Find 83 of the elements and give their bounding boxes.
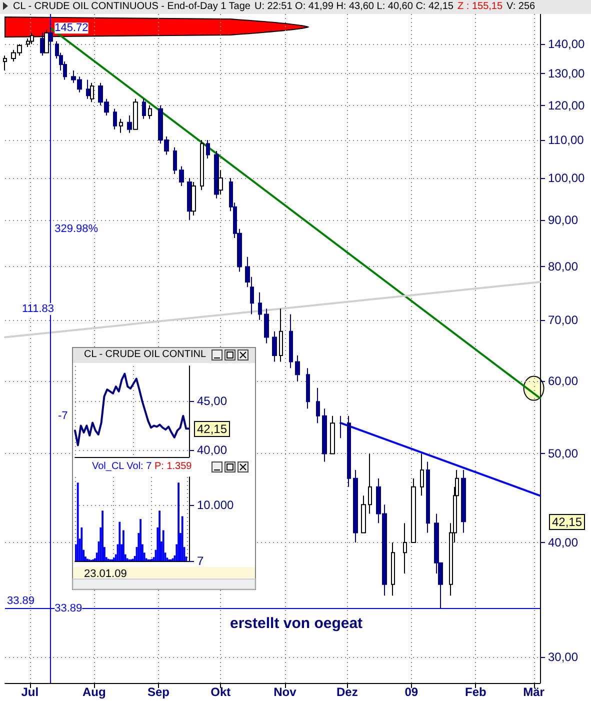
- candlestick: [289, 314, 293, 369]
- candlestick: [403, 522, 407, 574]
- candlestick: [306, 368, 310, 410]
- y-tick-label: 45,00: [197, 394, 228, 408]
- candlestick: [179, 166, 184, 186]
- x-tick-label: Nov: [274, 685, 297, 699]
- annotation: 23.01.09: [84, 568, 127, 580]
- candlestick: [264, 308, 269, 344]
- y-tick-label: 100,00: [548, 170, 586, 185]
- annotation: 145.72: [54, 22, 88, 34]
- candlestick: [316, 387, 320, 424]
- annotation: 33.89: [54, 602, 82, 614]
- x-tick-label: Dez: [336, 685, 358, 699]
- candlestick: [361, 495, 366, 534]
- candlestick: [330, 415, 335, 454]
- candlestick: [90, 82, 94, 103]
- candlestick: [44, 30, 49, 54]
- y-tick-label: 7: [197, 554, 204, 568]
- y-tick-label: 60,00: [548, 374, 578, 388]
- candlestick: [295, 355, 300, 382]
- candlestick: [353, 469, 358, 544]
- candlestick: [339, 415, 343, 439]
- candlestick: [191, 181, 196, 216]
- chart-title: CL - CRUDE OIL CONTINUOUS - End-of-Day 1 Tage: [13, 1, 250, 12]
- candlestick: [218, 170, 223, 195]
- text: Z : 155,15: [458, 1, 503, 12]
- y-tick-label: 110,00: [548, 133, 584, 148]
- chart-subtitle: U: 22:51 O: 41,99 H: 43,60 L: 40,60 C: 42,15: [254, 1, 454, 12]
- annotation: P: 1.359: [154, 461, 192, 472]
- candlestick: [48, 28, 53, 45]
- y-tick-label: 120,00: [548, 98, 586, 112]
- chart-title: CL - CRUDE OIL CONTINL: [84, 348, 206, 362]
- x-tick-label: Feb: [465, 685, 486, 699]
- candlestick: [142, 98, 146, 120]
- annotation: 111.83: [22, 303, 54, 315]
- candlestick: [272, 330, 277, 362]
- line-series: [74, 372, 190, 446]
- candlestick: [113, 108, 117, 130]
- candlestick: [214, 150, 219, 199]
- x-tick-label: Aug: [82, 685, 106, 699]
- text: V: 256: [506, 1, 536, 12]
- annotation: 42,15: [194, 420, 230, 437]
- x-tick-label: Okt: [210, 685, 231, 699]
- candlestick: [420, 453, 424, 496]
- candlestick: [127, 114, 132, 134]
- x-tick-label: Sep: [147, 685, 170, 699]
- annotation: -7: [58, 410, 68, 422]
- candlestick: [347, 415, 351, 488]
- candlestick: [30, 32, 34, 45]
- candlestick: [258, 292, 262, 320]
- candlestick: [200, 140, 204, 191]
- candlestick: [148, 104, 152, 120]
- y-tick-label: 130,00: [548, 66, 586, 81]
- x-tick-label: Jul: [21, 685, 39, 699]
- candlestick: [173, 146, 177, 174]
- y-tick-label: 50,00: [548, 446, 578, 461]
- y-tick-label: 90,00: [548, 212, 578, 227]
- candlestick: [119, 118, 123, 134]
- x-tick-label: Mär: [523, 685, 545, 699]
- candlestick: [368, 453, 372, 514]
- candlestick: [426, 461, 430, 534]
- candlestick: [461, 469, 466, 534]
- ref-line-label: 33.89: [7, 594, 35, 607]
- y-tick-label: 30,00: [548, 650, 578, 664]
- text: 42,15: [549, 514, 586, 530]
- y-tick-label: 70,00: [548, 312, 578, 327]
- candlestick: [279, 308, 283, 362]
- y-tick-label: 40,00: [197, 443, 228, 458]
- chart-title: Vol_CL Vol: 7: [92, 461, 152, 472]
- y-tick-label: 40,00: [548, 536, 578, 550]
- candlestick: [133, 98, 138, 130]
- annotation: erstellt von oegeat: [230, 615, 363, 632]
- candlestick: [322, 408, 327, 462]
- annotation: 329.98%: [54, 222, 98, 235]
- x-tick-label: 09: [404, 685, 418, 699]
- candlestick: [206, 140, 210, 160]
- candlestick: [411, 478, 416, 544]
- y-tick-label: 80,00: [548, 260, 578, 274]
- candlestick: [391, 542, 395, 596]
- y-tick-label: 10.000: [197, 498, 234, 512]
- y-tick-label: 140,00: [548, 37, 586, 52]
- candlestick: [86, 79, 90, 100]
- candlestick: [3, 55, 7, 72]
